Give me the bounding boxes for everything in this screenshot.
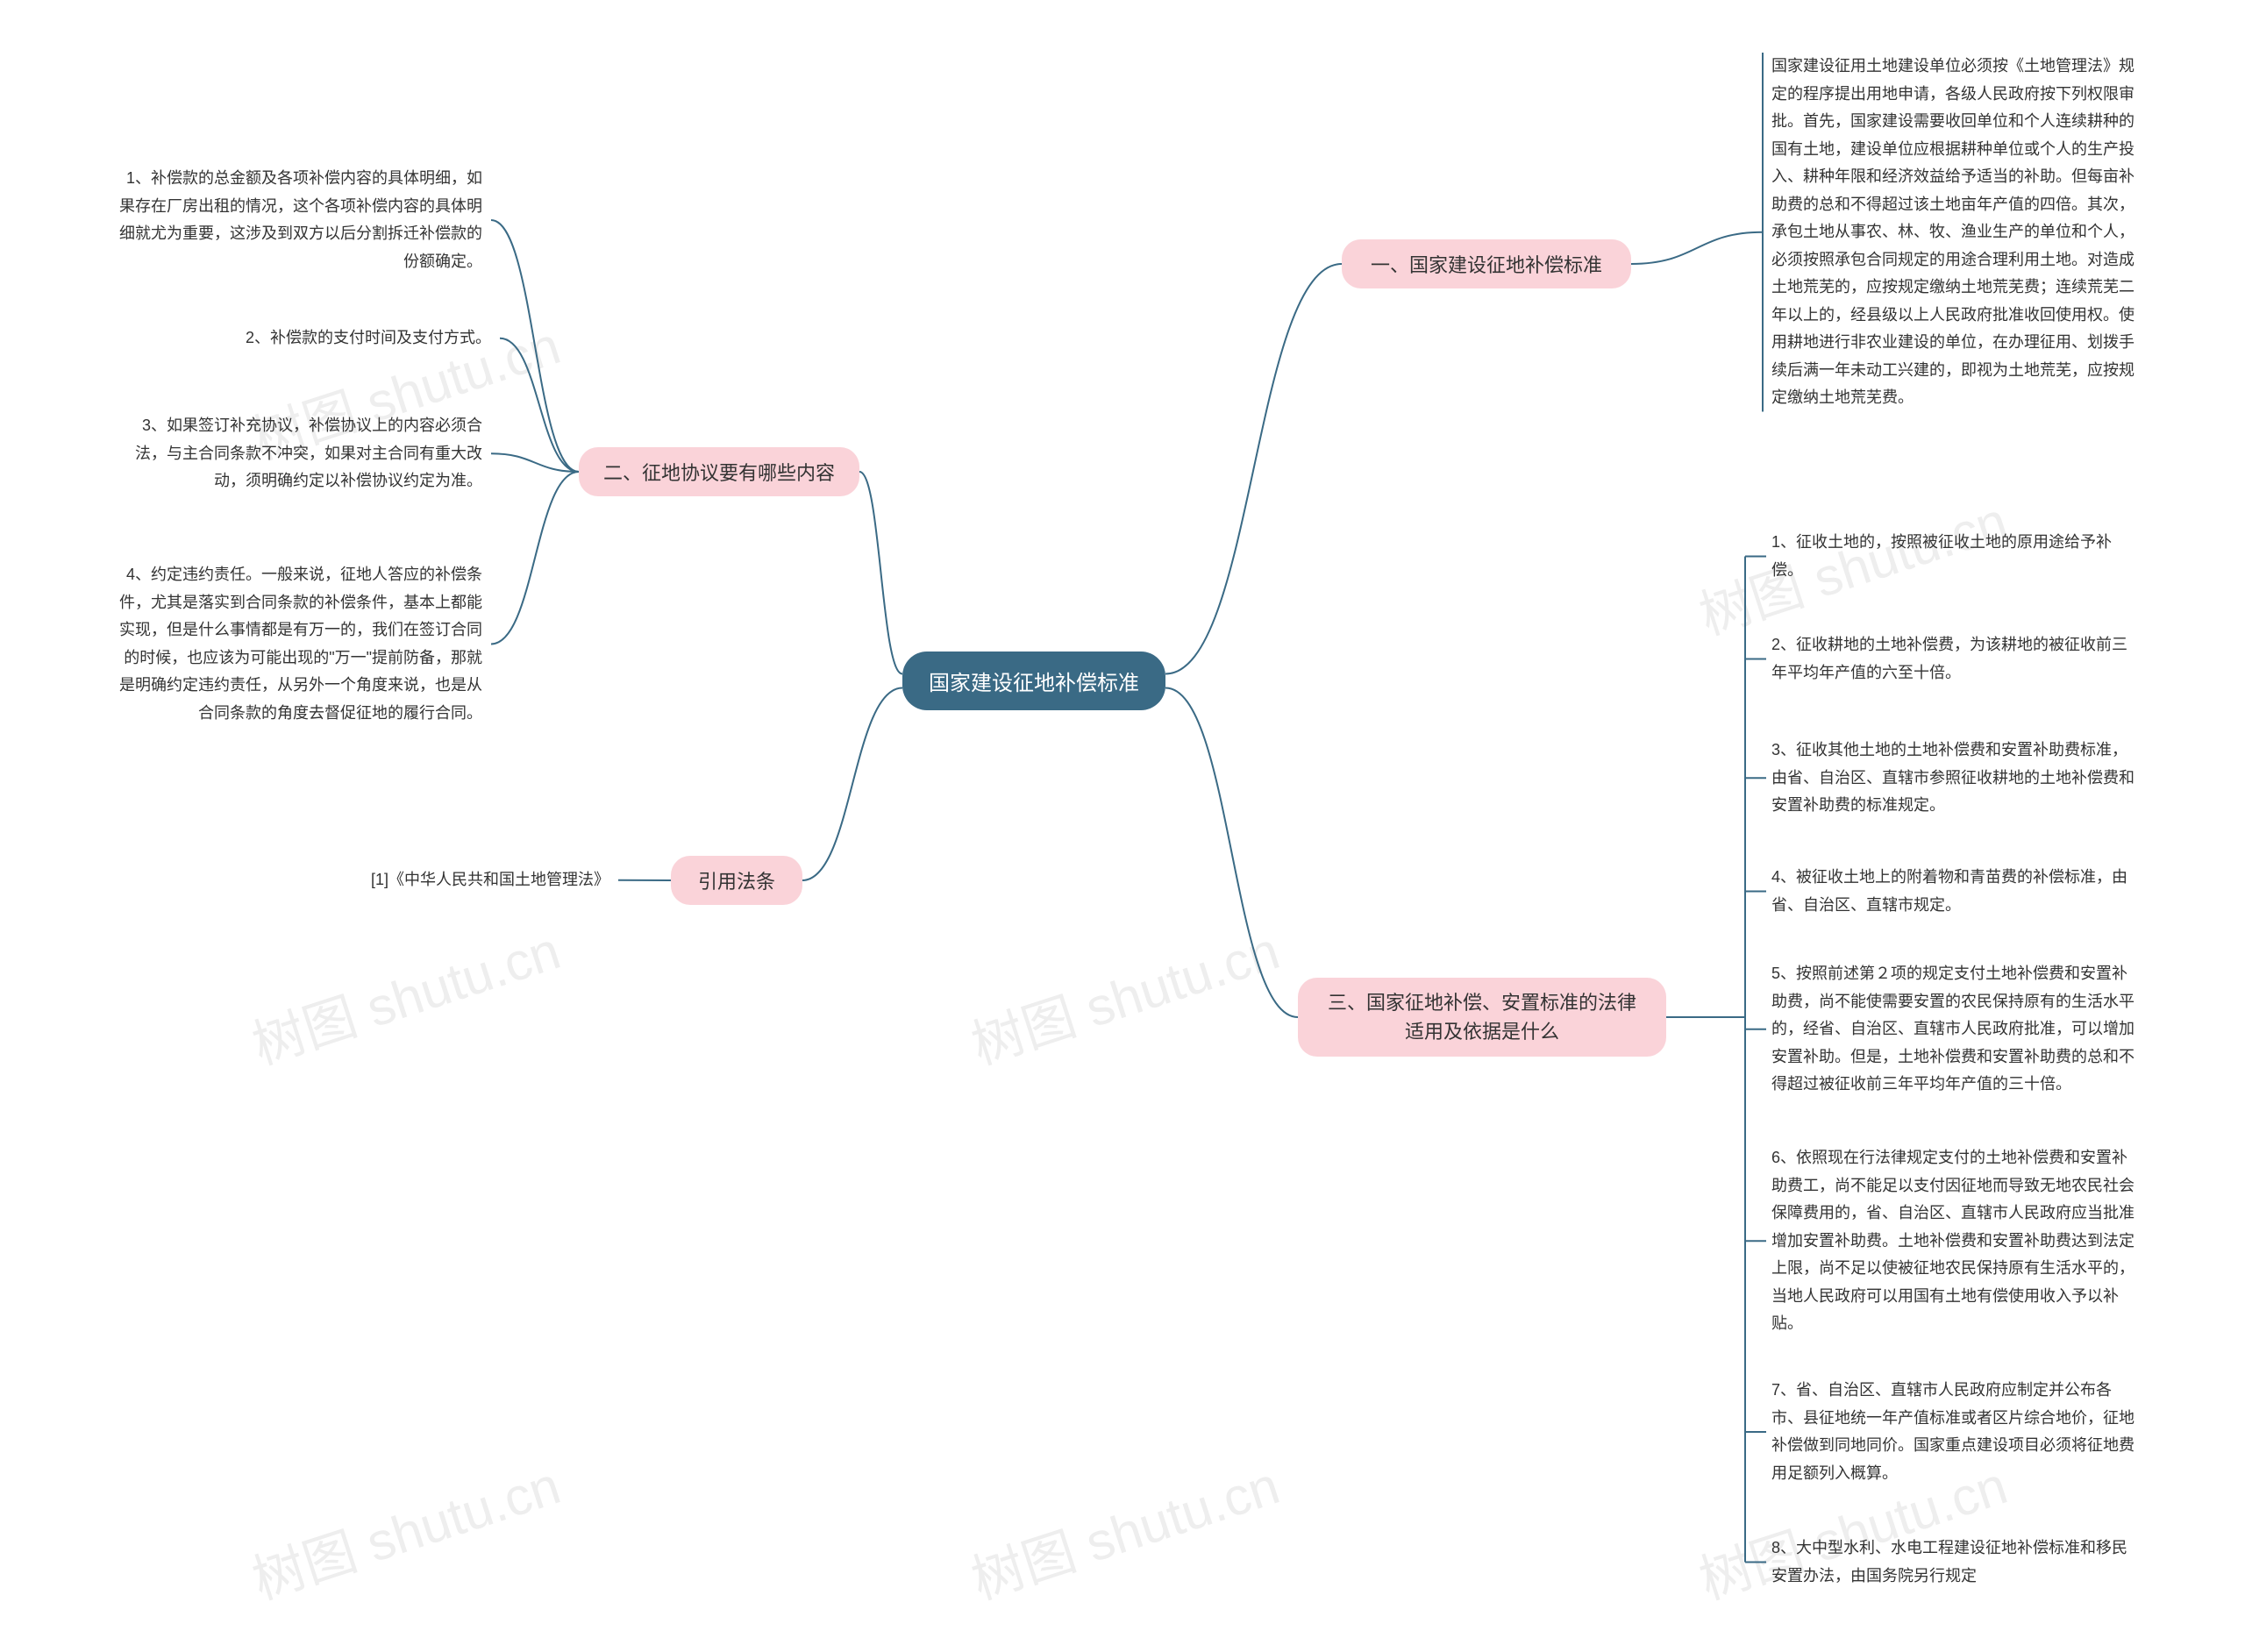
branch-1: 一、国家建设征地补偿标准 [1342, 239, 1631, 288]
watermark: 树图 shutu.cn [960, 908, 1287, 1079]
branch-2: 二、征地协议要有哪些内容 [579, 447, 859, 496]
center-label: 国家建设征地补偿标准 [929, 672, 1139, 695]
leaf-b3-2: 2、征收耕地的土地补偿费，为该耕地的被征收前三年平均年产值的六至十倍。 [1771, 631, 2140, 687]
branch-3: 三、国家征地补偿、安置标准的法律适用及依据是什么 [1298, 978, 1666, 1057]
branch-4: 引用法条 [671, 856, 802, 905]
leaf-b2-3: 3、如果签订补充协议，补偿协议上的内容必须合法，与主合同条款不冲突，如果对主合同… [114, 412, 482, 495]
leaf-b2-2: 2、补偿款的支付时间及支付方式。 [210, 324, 491, 352]
branch-3-label: 三、国家征地补偿、安置标准的法律适用及依据是什么 [1328, 992, 1636, 1043]
leaf-b3-1: 1、征收土地的，按照被征收土地的原用途给予补偿。 [1771, 529, 2140, 584]
leaf-b3-4: 4、被征收土地上的附着物和青苗费的补偿标准，由省、自治区、直辖市规定。 [1771, 864, 2140, 919]
leaf-b3-7: 7、省、自治区、直辖市人民政府应制定并公布各市、县征地统一年产值标准或者区片综合… [1771, 1377, 2140, 1487]
leaf-b3-3: 3、征收其他土地的土地补偿费和安置补助费标准，由省、自治区、直辖市参照征收耕地的… [1771, 737, 2140, 820]
watermark: 树图 shutu.cn [960, 1443, 1287, 1614]
leaf-b2-4: 4、约定违约责任。一般来说，征地人答应的补偿条件，尤其是落实到合同条款的补偿条件… [114, 561, 482, 727]
branch-4-label: 引用法条 [698, 871, 775, 893]
leaf-b3-8: 8、大中型水利、水电工程建设征地补偿标准和移民安置办法，由国务院另行规定 [1771, 1535, 2140, 1590]
watermark: 树图 shutu.cn [241, 1443, 568, 1614]
leaf-b4-1: [1]《中华人民共和国土地管理法》 [311, 866, 609, 894]
leaf-b2-1: 1、补偿款的总金额及各项补偿内容的具体明细，如果存在厂房出租的情况，这个各项补偿… [114, 165, 482, 275]
branch-2-label: 二、征地协议要有哪些内容 [603, 462, 835, 484]
watermark: 树图 shutu.cn [241, 908, 568, 1079]
branch-1-label: 一、国家建设征地补偿标准 [1371, 254, 1602, 276]
center-node: 国家建设征地补偿标准 [902, 652, 1165, 710]
leaf-b3-6: 6、依照现在行法律规定支付的土地补偿费和安置补助费工，尚不能足以支付因征地而导致… [1771, 1144, 2140, 1338]
leaf-b1-1: 国家建设征用土地建设单位必须按《土地管理法》规定的程序提出用地申请，各级人民政府… [1771, 53, 2140, 412]
leaf-b3-5: 5、按照前述第２项的规定支付土地补偿费和安置补助费，尚不能使需要安置的农民保持原… [1771, 960, 2140, 1099]
